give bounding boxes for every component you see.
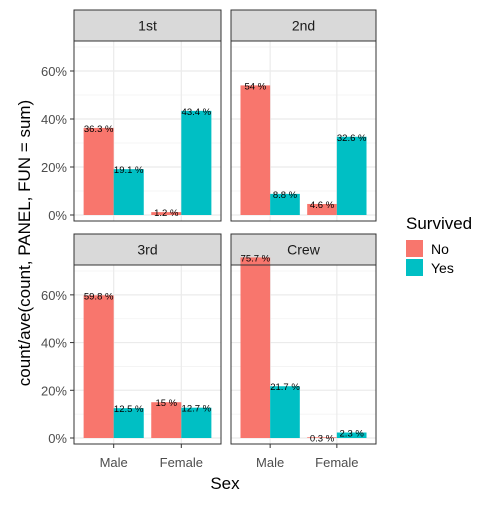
data-label: 2.3 %	[340, 429, 365, 440]
x-tick-label: Female	[160, 455, 203, 470]
x-tick-label: Male	[256, 455, 284, 470]
bar	[336, 136, 367, 215]
bar	[270, 193, 300, 215]
bar	[270, 386, 300, 438]
bar	[181, 110, 212, 215]
y-tick-label: 60%	[41, 288, 67, 303]
x-axis-title: Sex	[210, 474, 240, 493]
y-tick-label: 20%	[41, 160, 67, 175]
y-tick-label: 60%	[41, 64, 67, 79]
bar	[336, 432, 367, 438]
facet-strip-label: 1st	[138, 18, 157, 34]
data-label: 59.8 %	[84, 291, 114, 302]
x-tick-label: Female	[315, 455, 358, 470]
facet-strip	[73, 9, 222, 42]
legend-label: Yes	[431, 260, 454, 276]
data-label: 21.7 %	[270, 382, 300, 393]
bar	[181, 407, 212, 438]
x-tick-label: Male	[100, 455, 128, 470]
data-label: 12.5 %	[114, 404, 144, 415]
data-label: 8.8 %	[273, 190, 298, 201]
data-label: 54 %	[244, 81, 266, 92]
data-label: 0.3 %	[310, 433, 335, 444]
bar	[113, 169, 144, 215]
facet-strip-label: 2nd	[292, 18, 315, 34]
data-label: 36.3 %	[84, 124, 114, 135]
data-label: 1.2 %	[154, 208, 179, 219]
data-label: 43.4 %	[182, 107, 212, 118]
bar	[83, 295, 114, 438]
legend-title: Survived	[406, 214, 472, 233]
bar	[83, 127, 114, 215]
data-label: 75.7 %	[241, 253, 271, 264]
bar	[113, 408, 144, 438]
bar	[240, 257, 271, 438]
data-label: 19.1 %	[114, 165, 144, 176]
bar	[307, 203, 337, 215]
panel-border	[73, 40, 222, 222]
legend-swatch	[406, 240, 423, 257]
y-tick-label: 0%	[48, 208, 67, 223]
panel-border	[230, 40, 377, 222]
bar	[307, 437, 337, 438]
data-label: 32.6 %	[337, 133, 367, 144]
legend-swatch	[406, 259, 423, 276]
data-label: 15 %	[155, 398, 177, 409]
bar	[151, 402, 182, 438]
bar	[240, 85, 271, 216]
y-axis-title: count/ave(count, PANEL, FUN = sum)	[15, 100, 34, 386]
facet-strip-label: Crew	[287, 242, 321, 258]
y-tick-label: 0%	[48, 431, 67, 446]
panel-border	[73, 264, 222, 445]
y-tick-label: 40%	[41, 336, 67, 351]
facet-strip	[73, 233, 222, 266]
facet-strip-label: 3rd	[137, 242, 157, 258]
bar	[151, 212, 182, 215]
data-label: 12.7 %	[182, 404, 212, 415]
y-tick-label: 40%	[41, 112, 67, 127]
legend-label: No	[431, 241, 449, 257]
y-tick-label: 20%	[41, 383, 67, 398]
data-label: 4.6 %	[310, 200, 335, 211]
panel-border	[230, 264, 377, 445]
